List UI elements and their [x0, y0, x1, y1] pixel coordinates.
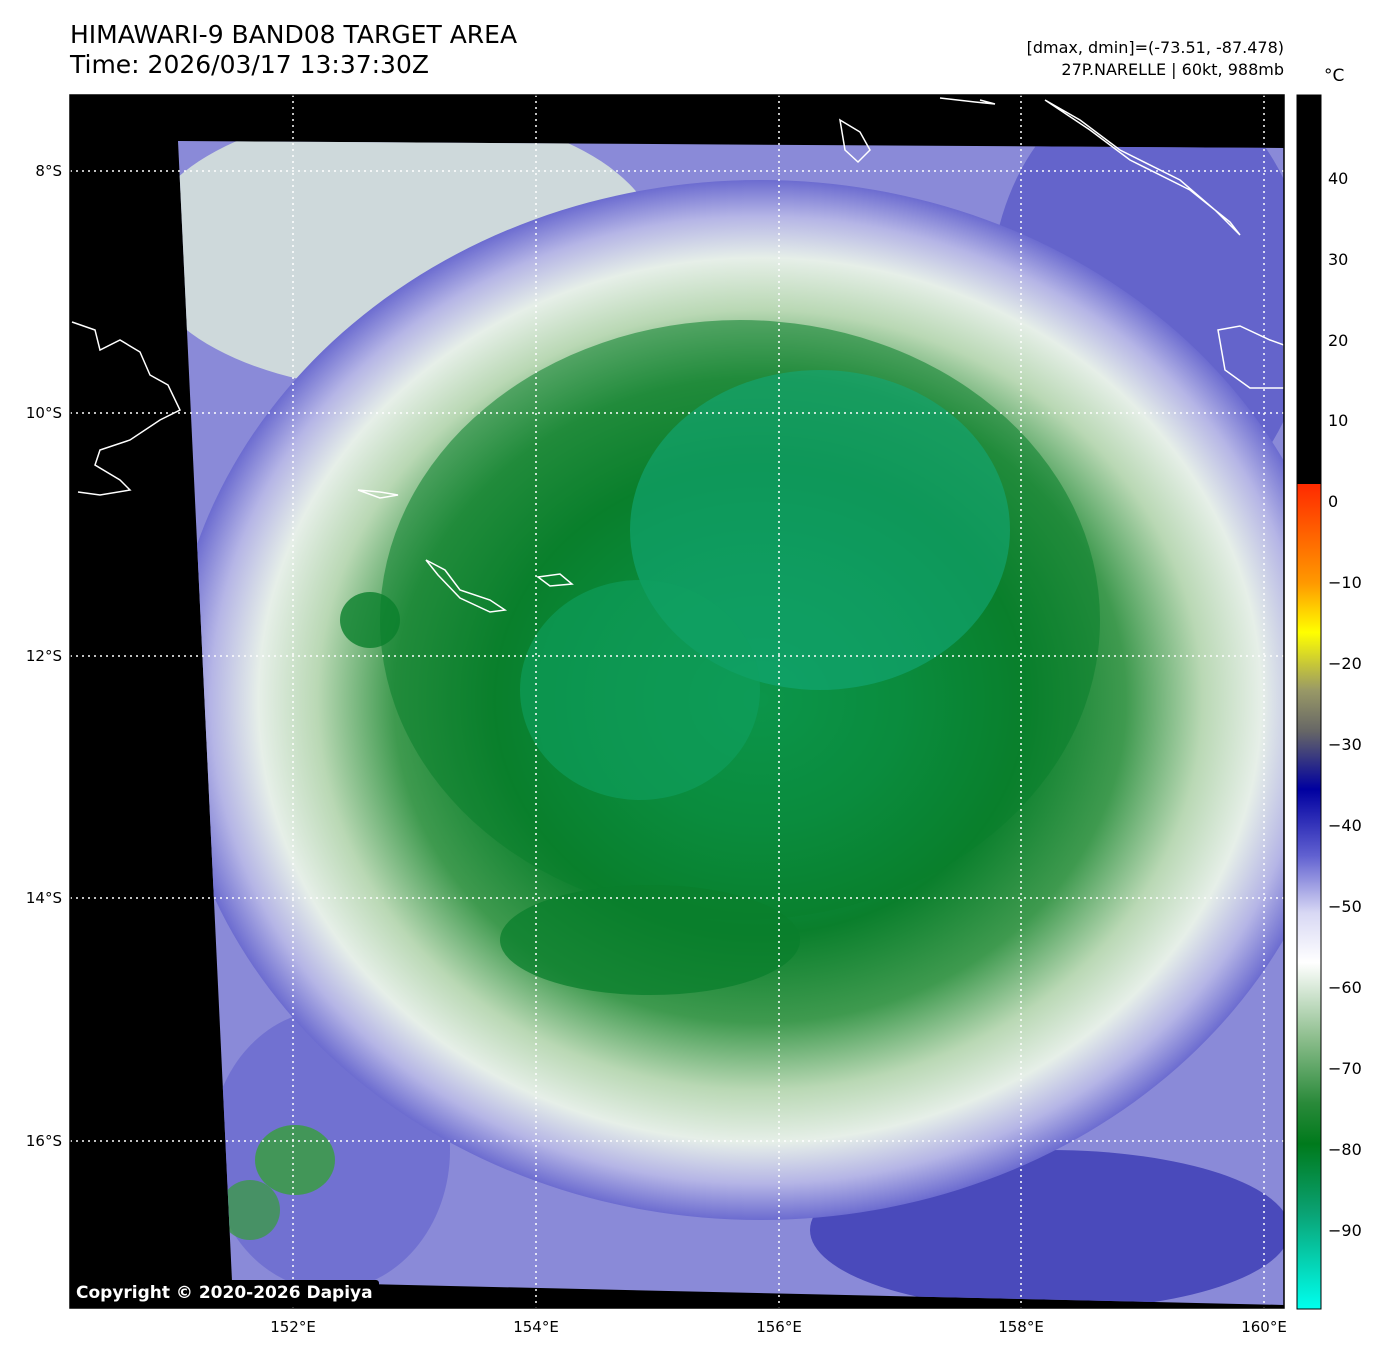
chart-title: HIMAWARI-9 BAND08 TARGET AREA Time: 2026…	[70, 20, 517, 80]
colorbar-tick-label: 30	[1328, 250, 1348, 269]
lat-label: 12°S	[26, 647, 62, 665]
coastline-rennell	[536, 573, 574, 587]
copyright-badge: Copyright © 2020-2026 Dapiya	[70, 1280, 379, 1306]
lat-label: 16°S	[26, 1132, 62, 1150]
coastline-north-islands	[838, 118, 871, 164]
lat-label: 14°S	[26, 889, 62, 907]
colorbar-tick-label: −50	[1328, 897, 1362, 916]
title-line-1: HIMAWARI-9 BAND08 TARGET AREA	[70, 20, 518, 49]
storm-info-text: 27P.NARELLE | 60kt, 988mb	[1061, 60, 1284, 79]
colorbar-tick-label: 10	[1328, 411, 1348, 430]
lon-label: 160°E	[1241, 1318, 1287, 1336]
lon-label: 154°E	[513, 1318, 559, 1336]
colorbar-tick-label: −60	[1328, 978, 1362, 997]
lon-label: 158°E	[998, 1318, 1044, 1336]
colorbar-tick-label: −40	[1328, 816, 1362, 835]
colorbar-tick-label: −80	[1328, 1140, 1362, 1159]
lon-label: 156°E	[756, 1318, 802, 1336]
lat-labels: 8°S 10°S 12°S 14°S 16°S	[26, 162, 62, 1150]
colorbar-gradient	[1297, 484, 1321, 1309]
coastline-new-guinea	[71, 321, 181, 496]
lon-label: 152°E	[270, 1318, 316, 1336]
colorbar-tick-label: 0	[1328, 492, 1338, 511]
graticule	[70, 95, 1284, 1308]
title-line-2: Time: 2026/03/17 13:37:30Z	[70, 50, 429, 79]
lon-labels: 152°E 154°E 156°E 158°E 160°E	[270, 1318, 1287, 1336]
coastlines	[71, 97, 1285, 613]
colorbar-unit: °C	[1324, 66, 1345, 86]
lat-label: 10°S	[26, 404, 62, 422]
dmax-dmin-text: [dmax, dmin]=(-73.51, -87.478)	[1026, 38, 1284, 57]
colorbar-frame	[1296, 94, 1322, 1310]
colorbar-tick-label: −10	[1328, 573, 1362, 592]
storm-meta: [dmax, dmin]=(-73.51, -87.478) 27P.NAREL…	[1027, 37, 1284, 81]
colorbar-warm-segment	[1297, 95, 1321, 484]
lat-label: 8°S	[35, 162, 62, 180]
coastline-bougainville	[1044, 99, 1241, 236]
coastline-top	[939, 97, 996, 105]
colorbar-tick-label: −90	[1328, 1221, 1362, 1240]
colorbar-tick-label: −20	[1328, 654, 1362, 673]
colorbar-tick-label: 20	[1328, 331, 1348, 350]
colorbar-tick-label: −30	[1328, 735, 1362, 754]
axis-frame	[69, 94, 1285, 1309]
colorbar-tick-label: −70	[1328, 1059, 1362, 1078]
colorbar	[1296, 94, 1322, 1310]
satellite-imagery	[178, 141, 1284, 1305]
coastline-guadalcanal	[425, 559, 508, 613]
coastline-small-island	[357, 489, 399, 499]
colorbar-ticks: 40 30 20 10 0 −10 −20 −30 −40 −50 −60 −7…	[1328, 169, 1362, 1240]
colorbar-tick-label: 40	[1328, 169, 1348, 188]
